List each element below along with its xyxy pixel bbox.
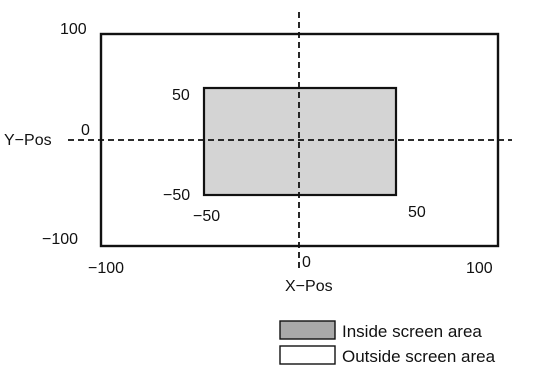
inner-left-bottom-label: −50	[193, 208, 220, 225]
legend: Inside screen area Outside screen area	[279, 320, 496, 366]
legend-inside-swatch	[279, 320, 336, 340]
y-axis-name: Y−Pos	[4, 132, 52, 149]
x-min-label: −100	[88, 260, 124, 277]
outer-top-left-label: 100	[60, 21, 87, 38]
inner-area-rect	[202, 86, 398, 197]
x-max-label: 100	[466, 260, 493, 277]
legend-outside-label: Outside screen area	[342, 347, 496, 366]
x-zero-label: 0	[302, 254, 311, 271]
inner-top-left-label: 50	[172, 87, 190, 104]
x-axis-name: X−Pos	[285, 278, 333, 295]
inner-bottom-left-label: −50	[163, 187, 190, 204]
legend-inside-label: Inside screen area	[342, 322, 482, 341]
outer-left-zero-label: 0	[81, 122, 90, 139]
outer-bottom-left-label: −100	[42, 231, 78, 248]
inner-right-bottom-label: 50	[408, 204, 426, 221]
legend-outside-swatch	[279, 345, 336, 365]
